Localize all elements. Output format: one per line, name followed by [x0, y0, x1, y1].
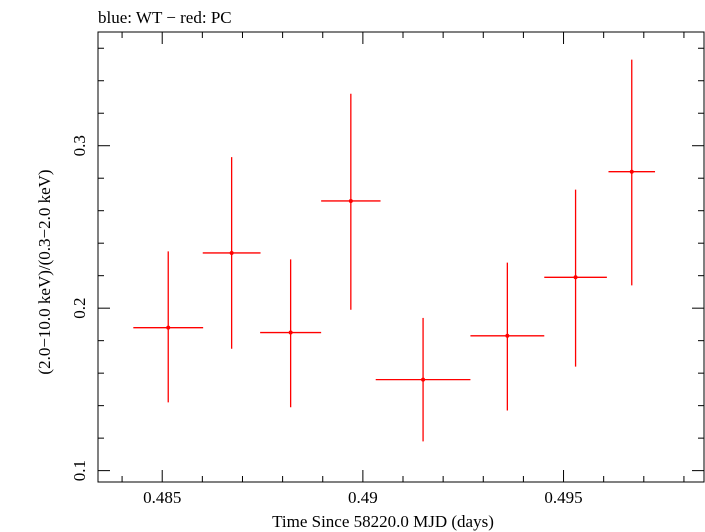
data-marker: [421, 377, 426, 382]
y-tick-label: 0.2: [70, 298, 89, 319]
data-point: [544, 189, 607, 367]
x-tick-label: 0.495: [544, 488, 582, 507]
axis-ticks: [98, 32, 704, 482]
data-point: [321, 93, 381, 310]
data-point: [202, 157, 261, 349]
x-tick-label: 0.485: [143, 488, 181, 507]
series-pc: [133, 59, 656, 442]
data-point: [133, 251, 204, 403]
x-axis-label: Time Since 58220.0 MJD (days): [272, 512, 494, 531]
y-tick-label: 0.3: [70, 135, 89, 156]
data-marker: [166, 325, 171, 330]
axis-tick-labels: 0.485 0.49 0.495 0.1 0.2 0.3: [70, 135, 583, 507]
data-marker: [505, 333, 510, 338]
data-point: [470, 262, 545, 411]
plot-frame: [97, 31, 705, 483]
data-marker: [573, 275, 578, 280]
chart-title: blue: WT − red: PC: [98, 8, 232, 27]
data-point: [375, 317, 471, 442]
y-axis-label: (2.0−10.0 keV)/(0.3−2.0 keV): [35, 169, 54, 374]
data-marker: [629, 169, 634, 174]
data-point: [260, 259, 322, 408]
data-point: [608, 59, 656, 286]
data-marker: [348, 198, 353, 203]
series-layer: [133, 59, 656, 442]
data-marker: [288, 330, 293, 335]
data-marker: [229, 250, 234, 255]
x-tick-label: 0.49: [348, 488, 378, 507]
y-tick-label: 0.1: [70, 460, 89, 481]
